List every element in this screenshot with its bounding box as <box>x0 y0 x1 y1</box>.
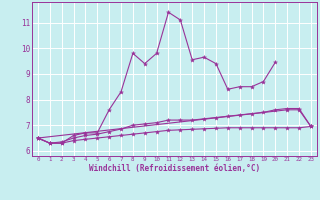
X-axis label: Windchill (Refroidissement éolien,°C): Windchill (Refroidissement éolien,°C) <box>89 164 260 173</box>
